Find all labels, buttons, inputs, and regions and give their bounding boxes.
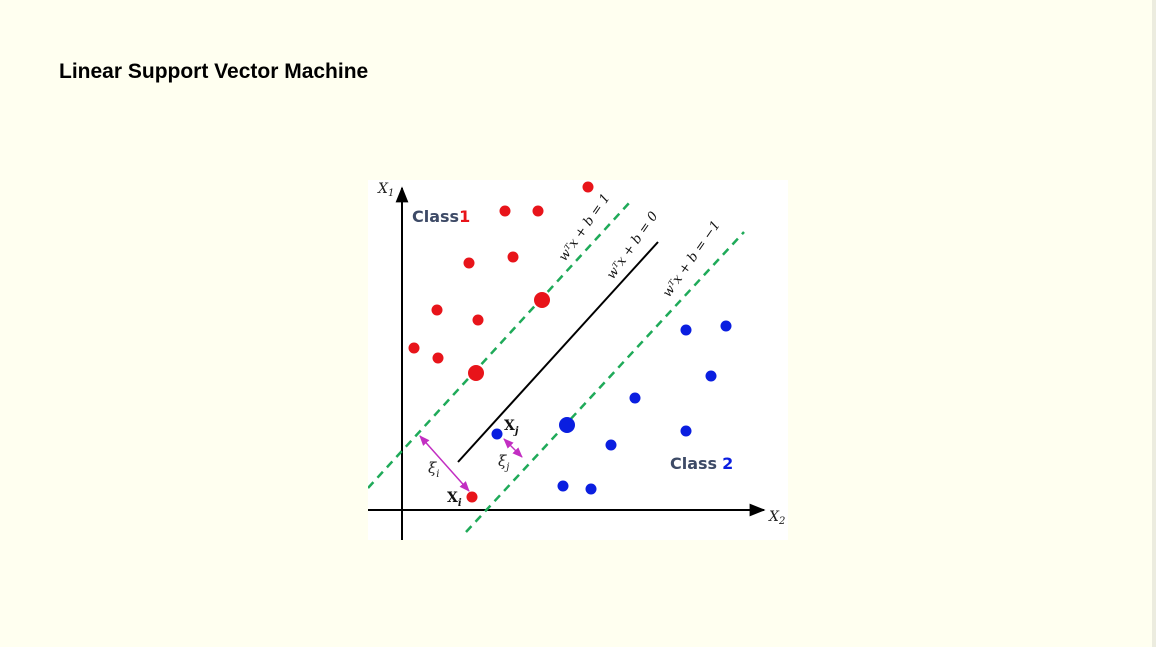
class2-point — [705, 370, 717, 382]
class2-points — [491, 320, 732, 495]
slack-arrow-i — [419, 435, 470, 492]
slack-arrow-j — [503, 438, 523, 458]
y-axis-label: X1 — [377, 181, 394, 199]
class1-point — [432, 352, 444, 364]
xi-i-symbol: ξ — [428, 459, 437, 477]
x-axis-label: X2 — [768, 509, 785, 527]
point-xi-label: Xi — [447, 490, 462, 509]
class2-point — [629, 392, 641, 404]
point-xi-sub: i — [458, 498, 462, 509]
class1-point slack-point-i — [466, 491, 478, 503]
class2-label: Class 2 — [670, 454, 733, 473]
class2-point support-vector — [559, 417, 575, 433]
class1-label: Class1 — [412, 207, 470, 226]
x-axis-label-main: X — [768, 509, 780, 525]
class1-point — [408, 342, 420, 354]
xi-i-sub: i — [436, 469, 439, 480]
class2-point — [605, 439, 617, 451]
point-xj-sub: j — [513, 426, 519, 437]
class2-label-number: 2 — [722, 454, 733, 473]
lower-margin-line — [465, 231, 745, 533]
x-axis-label-sub: 2 — [778, 516, 785, 527]
class1-point — [532, 205, 544, 217]
class2-point — [720, 320, 732, 332]
svm-diagram-svg: X1 X2 wᵀx + b = 1 wᵀx + b = 0 wᵀx + b = … — [368, 181, 785, 540]
xi-j-sub: j — [504, 462, 509, 473]
point-xi-main: X — [447, 490, 458, 506]
right-edge-divider — [1152, 0, 1156, 647]
y-axis-label-main: X — [377, 181, 389, 197]
class1-label-number: 1 — [459, 207, 470, 226]
class2-point — [557, 480, 569, 492]
class2-label-text: Class — [670, 454, 717, 473]
class1-points — [408, 181, 594, 503]
decision-label: wᵀx + b = 0 — [604, 209, 662, 282]
class1-point — [472, 314, 484, 326]
class1-point support-vector — [534, 292, 550, 308]
class2-point slack-point-j — [491, 428, 503, 440]
class2-point — [680, 324, 692, 336]
class1-point — [463, 257, 475, 269]
class1-point — [507, 251, 519, 263]
xi-i-label: ξi — [428, 459, 439, 480]
class1-point support-vector — [468, 365, 484, 381]
class1-point — [582, 181, 594, 193]
class2-point — [585, 483, 597, 495]
class1-point — [499, 205, 511, 217]
point-xj-label: Xj — [504, 418, 519, 437]
decision-boundary-line — [457, 241, 659, 463]
svm-diagram: X1 X2 wᵀx + b = 1 wᵀx + b = 0 wᵀx + b = … — [368, 180, 788, 540]
upper-margin-line — [368, 201, 631, 489]
xi-j-label: ξj — [498, 452, 509, 473]
lower-margin-label: wᵀx + b = −1 — [660, 218, 724, 300]
xi-j-symbol: ξ — [498, 452, 507, 470]
class1-point — [431, 304, 443, 316]
point-xj-main: X — [504, 418, 515, 434]
class1-label-text: Class — [412, 207, 459, 226]
y-axis-label-sub: 1 — [388, 188, 394, 199]
slide-title: Linear Support Vector Machine — [59, 60, 369, 83]
class2-point — [680, 425, 692, 437]
